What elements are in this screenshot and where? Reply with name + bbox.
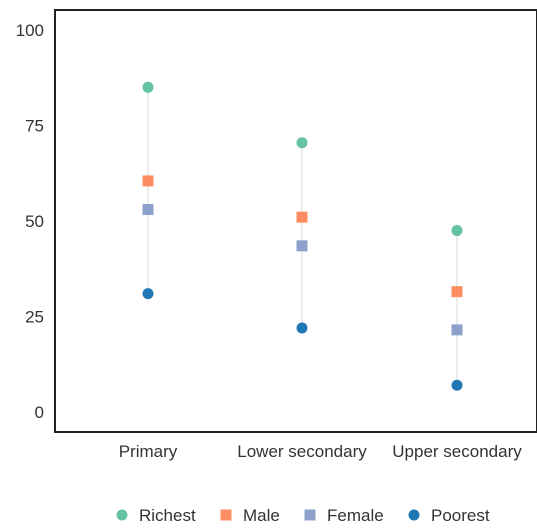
richest-point (142, 81, 154, 93)
range-lines (147, 87, 458, 386)
y-axis-tick-labels: 0 25 50 75 100 (16, 21, 44, 422)
poorest-point (451, 379, 463, 391)
data-markers (142, 81, 463, 391)
x-axis-tick-labels: Primary Lower secondary Upper secondary (119, 442, 523, 461)
x-tick-label: Upper secondary (392, 442, 522, 461)
male-point (451, 286, 463, 298)
poorest-point (296, 322, 308, 334)
y-tick-label: 75 (25, 117, 44, 136)
female-point (296, 240, 308, 252)
female-point (142, 204, 154, 216)
legend-marker (408, 509, 420, 521)
poorest-point (142, 288, 154, 300)
legend: Richest Male Female Poorest (116, 506, 490, 525)
female-point (451, 324, 463, 336)
y-tick-label: 100 (16, 21, 44, 40)
legend-label: Female (327, 506, 384, 525)
x-tick-label: Primary (119, 442, 178, 461)
male-point (296, 211, 308, 223)
legend-label: Poorest (431, 506, 490, 525)
y-tick-label: 25 (25, 308, 44, 327)
plot-border (54, 9, 537, 433)
legend-label: Richest (139, 506, 196, 525)
legend-label: Male (243, 506, 280, 525)
y-tick-label: 0 (35, 403, 44, 422)
legend-marker (116, 509, 128, 521)
richest-point (296, 137, 308, 149)
y-tick-label: 50 (25, 212, 44, 231)
male-point (142, 175, 154, 187)
richest-point (451, 225, 463, 237)
legend-marker (304, 509, 316, 521)
legend-marker (220, 509, 232, 521)
x-tick-label: Lower secondary (237, 442, 367, 461)
